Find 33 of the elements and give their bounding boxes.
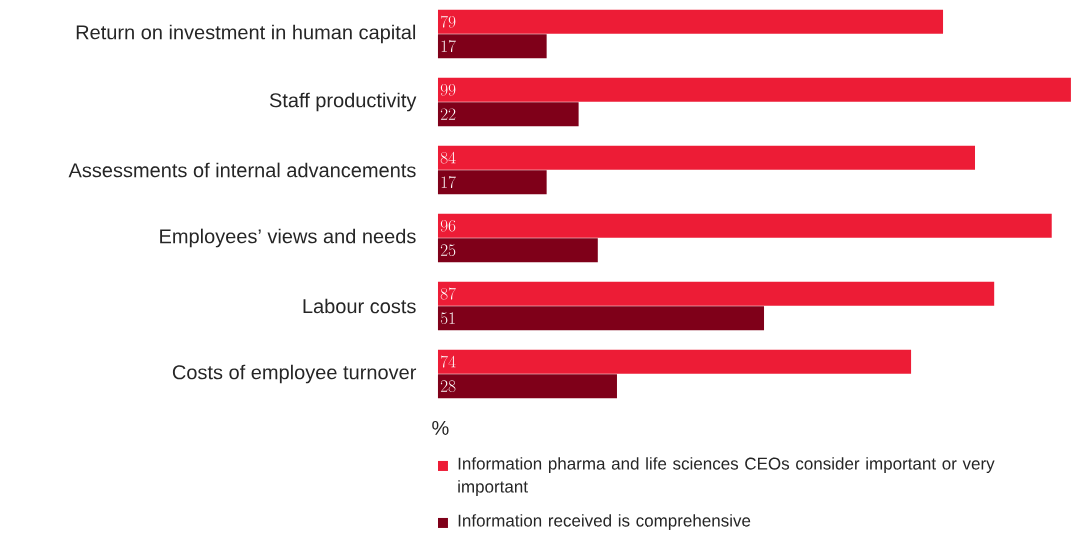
y-tick-label: Return on investment in human capital <box>76 24 416 44</box>
bar <box>437 34 547 59</box>
data-label: 22 <box>440 108 456 120</box>
bar <box>437 238 598 263</box>
x-axis-title: % <box>432 420 449 435</box>
data-label: 17 <box>441 40 456 53</box>
data-label: 87 <box>440 287 456 300</box>
y-tick-label: Costs of employee turnover <box>172 364 417 384</box>
y-tick-label: Employees’ views and needs <box>160 228 416 248</box>
data-label: 51 <box>440 312 455 325</box>
bar <box>437 77 1071 102</box>
data-label: 96 <box>440 219 456 232</box>
data-label: 84 <box>440 151 456 164</box>
y-tick-label: Staff productivity <box>269 92 417 112</box>
bar <box>437 281 995 306</box>
bar <box>437 213 1052 238</box>
bar <box>437 9 944 34</box>
bar <box>437 102 579 127</box>
data-label: 74 <box>440 355 456 368</box>
y-tick-label: Labour costs <box>303 298 416 314</box>
data-label: 17 <box>441 176 456 189</box>
legend-label: Information pharma and life sciences CEOs consider important or very important <box>458 457 995 497</box>
bar <box>437 306 765 331</box>
legend-label: Information received is comprehensive <box>458 514 751 531</box>
data-label: 25 <box>440 244 456 257</box>
bar <box>437 349 912 374</box>
bar <box>437 145 976 170</box>
data-label: 99 <box>440 83 456 96</box>
bar <box>437 374 617 399</box>
data-label: 28 <box>440 380 456 393</box>
y-tick-label: Assessments of internal advancements <box>68 162 416 178</box>
bar <box>437 170 547 195</box>
data-label: 79 <box>440 15 456 28</box>
